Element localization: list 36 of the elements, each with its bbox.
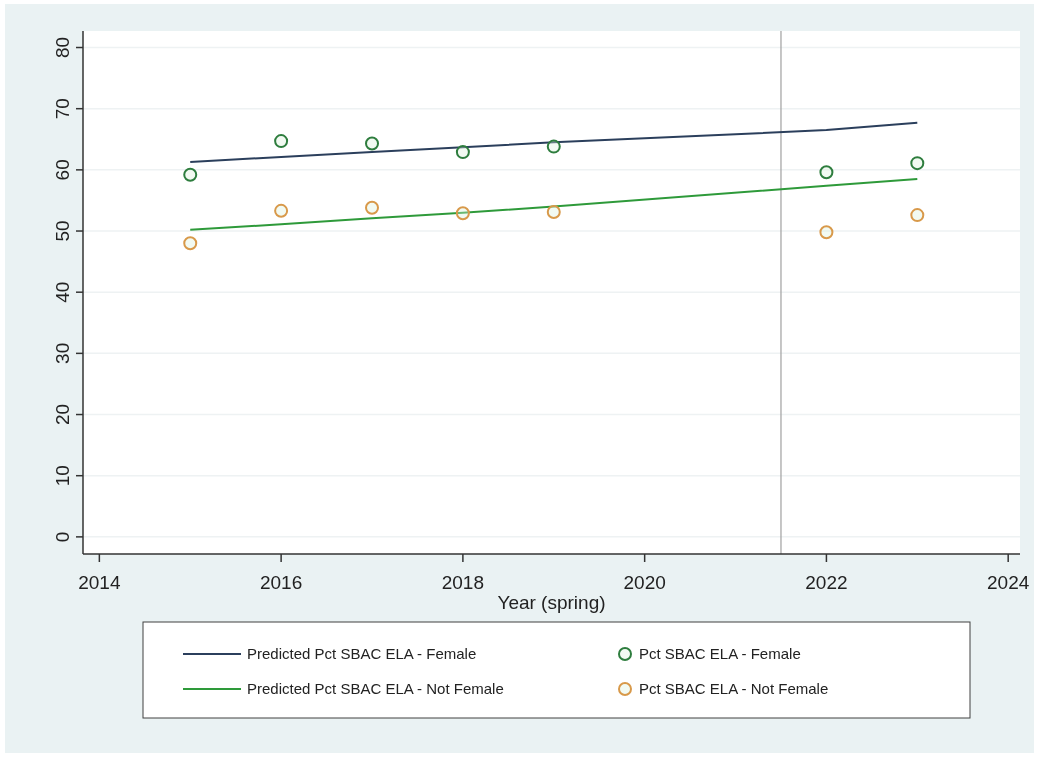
point (365, 136, 380, 151)
point (365, 200, 380, 215)
legend-label: Predicted Pct SBAC ELA - Not Female (247, 680, 504, 697)
y-tick-label: 20 (52, 403, 73, 426)
y-tick-label: 0 (52, 531, 73, 543)
point (546, 205, 561, 220)
x-tick-label: 2018 (441, 572, 485, 593)
point (819, 165, 834, 180)
point (455, 206, 470, 221)
point (183, 236, 198, 251)
line-series (189, 121, 919, 163)
point (455, 145, 470, 160)
line-series (189, 178, 919, 231)
y-tick-label: 10 (52, 465, 73, 487)
point (910, 156, 925, 171)
legend-label: Predicted Pct SBAC ELA - Female (247, 645, 477, 662)
y-tick-label: 80 (52, 36, 73, 59)
point (274, 134, 289, 149)
x-tick-label: 2014 (78, 572, 121, 593)
point (546, 139, 561, 154)
point (274, 203, 289, 218)
y-tick-label: 40 (52, 281, 73, 303)
point (910, 208, 925, 223)
y-tick-label: 70 (52, 98, 73, 120)
y-tick-label: 50 (52, 220, 73, 242)
y-tick-label: 30 (52, 342, 73, 364)
legend-label: Pct SBAC ELA - Female (639, 645, 801, 662)
point (183, 167, 198, 182)
x-axis-title: Year (spring) (497, 592, 606, 613)
x-tick-label: 2022 (805, 572, 848, 593)
x-tick-label: 2024 (987, 572, 1030, 593)
x-tick-label: 2016 (259, 572, 303, 593)
point (819, 225, 834, 240)
y-tick-label: 60 (52, 159, 73, 181)
x-tick-label: 2020 (623, 572, 666, 593)
legend-label: Pct SBAC ELA - Not Female (639, 680, 829, 697)
